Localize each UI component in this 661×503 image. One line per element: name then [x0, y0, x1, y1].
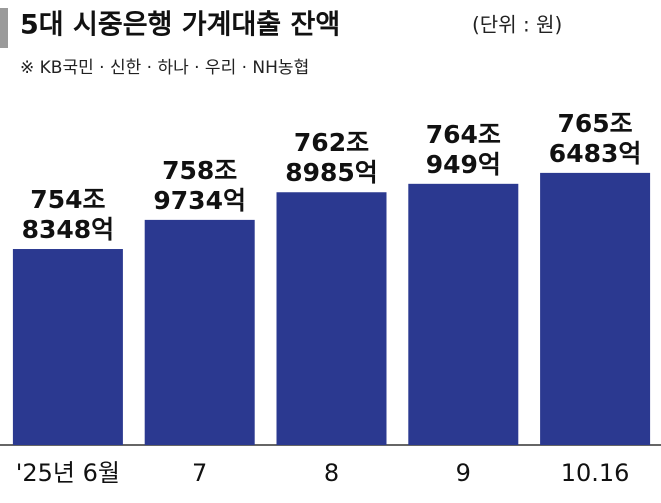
value-label: 6483억	[549, 139, 642, 168]
x-tick-label: 10.16	[561, 459, 630, 487]
value-label: 764조	[426, 120, 501, 149]
value-label: 8985억	[285, 158, 378, 187]
chart-title: 5대 시중은행 가계대출 잔액	[20, 10, 340, 41]
x-tick-label: '25년 6월	[16, 459, 120, 487]
value-label: 758조	[162, 156, 237, 185]
bar	[408, 183, 519, 445]
chart-subtitle: (단위 : 원)	[472, 13, 562, 37]
x-tick-label: 8	[324, 459, 339, 487]
value-label: 8348억	[22, 215, 115, 244]
bar	[12, 249, 123, 445]
x-tick-label: 9	[456, 459, 471, 487]
value-label: 9734억	[153, 186, 246, 215]
bar	[276, 192, 387, 445]
x-tick-label: 7	[192, 459, 207, 487]
value-label: 754조	[30, 185, 105, 214]
value-label: 765조	[558, 109, 633, 138]
bar	[540, 172, 651, 446]
chart-note: ※ KB국민 · 신한 · 하나 · 우리 · NH농협	[20, 58, 309, 78]
title-accent	[0, 8, 8, 48]
value-label: 949억	[426, 150, 501, 179]
value-label: 762조	[294, 128, 369, 157]
bar	[144, 219, 255, 445]
